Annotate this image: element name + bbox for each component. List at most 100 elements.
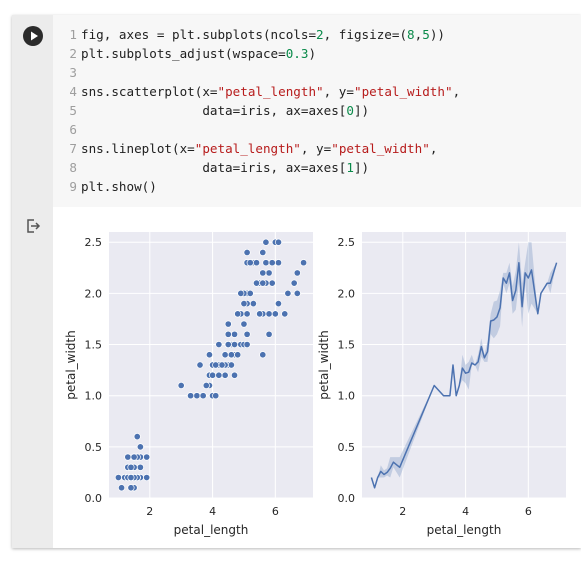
y-tick-label: 1.5 bbox=[85, 339, 103, 352]
code-token: 8 bbox=[407, 27, 415, 42]
code-source[interactable]: sns.scatterplot(x="petal_length", y="pet… bbox=[81, 82, 460, 101]
x-tick-label: 2 bbox=[146, 505, 153, 518]
line-number: 4 bbox=[69, 84, 77, 99]
scatter-point bbox=[218, 361, 226, 369]
scatter-point bbox=[300, 259, 308, 267]
scatter-point bbox=[281, 310, 289, 318]
scatter-point bbox=[234, 351, 242, 359]
scatter-point bbox=[227, 361, 235, 369]
code-source[interactable]: data=iris, ax=axes[1]) bbox=[81, 158, 369, 177]
scatter-point bbox=[240, 300, 248, 308]
y-tick-label: 1.5 bbox=[338, 339, 356, 352]
scatter-point bbox=[224, 320, 232, 328]
scatter-point bbox=[246, 289, 254, 297]
code-token: "petal_length" bbox=[217, 84, 324, 99]
y-axis-label: petal_width bbox=[64, 330, 78, 399]
scatter-point bbox=[256, 310, 264, 318]
code-token: 0 bbox=[346, 103, 354, 118]
code-token: sns.scatterplot(x= bbox=[81, 84, 218, 99]
scatter-point bbox=[268, 259, 276, 267]
code-line[interactable]: 6 bbox=[53, 120, 581, 139]
scatter-point bbox=[274, 259, 283, 267]
code-line[interactable]: 4 sns.scatterplot(x="petal_length", y="pe… bbox=[53, 82, 581, 101]
scatter-point bbox=[221, 371, 229, 379]
code-cell: 1 fig, axes = plt.subplots(ncols=2, figsi… bbox=[12, 15, 581, 548]
x-tick-label: 6 bbox=[525, 505, 532, 518]
code-token: fig, axes = plt.subplots(ncols= bbox=[81, 27, 317, 42]
code-line[interactable]: 8 data=iris, ax=axes[1]) bbox=[53, 158, 581, 177]
scatter-point bbox=[268, 279, 276, 287]
code-line[interactable]: 2 plt.subplots_adjust(wspace=0.3) bbox=[53, 44, 581, 63]
code-token: data=iris, ax=axes[ bbox=[81, 103, 347, 118]
scatter-point bbox=[246, 259, 254, 267]
scatter-point bbox=[177, 381, 185, 390]
code-token: , bbox=[414, 27, 423, 42]
scatter-point bbox=[199, 392, 207, 400]
x-tick-label: 6 bbox=[272, 505, 279, 518]
scatter-point bbox=[230, 330, 239, 338]
code-text[interactable]: 1 fig, axes = plt.subplots(ncols=2, figsi… bbox=[53, 25, 581, 196]
y-tick-label: 2.0 bbox=[85, 287, 103, 300]
scatter-point bbox=[193, 392, 201, 400]
scatter-point bbox=[262, 238, 270, 246]
x-tick-label: 2 bbox=[399, 505, 406, 518]
y-tick-label: 1.0 bbox=[85, 390, 103, 403]
code-token: 2 bbox=[316, 27, 324, 42]
code-line[interactable]: 1 fig, axes = plt.subplots(ncols=2, figsi… bbox=[53, 25, 581, 44]
scatter-point bbox=[259, 269, 267, 277]
scatter-point bbox=[202, 381, 210, 390]
scatter-point bbox=[293, 289, 301, 297]
line-number: 9 bbox=[69, 179, 77, 194]
play-icon bbox=[31, 31, 38, 41]
y-tick-label: 1.0 bbox=[338, 390, 356, 403]
scatter-point bbox=[271, 310, 279, 318]
line-number: 3 bbox=[69, 65, 77, 80]
scatter-point bbox=[290, 279, 298, 287]
code-token: , y= bbox=[323, 84, 354, 99]
scatter-point bbox=[221, 351, 229, 359]
scatter-point bbox=[230, 340, 239, 349]
code-token: 5 bbox=[422, 27, 430, 42]
run-cell-button[interactable] bbox=[23, 26, 43, 46]
code-source[interactable]: plt.subplots_adjust(wspace=0.3) bbox=[81, 44, 316, 63]
y-tick-label: 2.5 bbox=[85, 236, 103, 249]
scatter-point bbox=[230, 371, 239, 379]
scatter-point bbox=[212, 392, 220, 400]
code-source[interactable]: sns.lineplot(x="petal_length", y="petal_… bbox=[81, 139, 437, 158]
scatter-point bbox=[224, 340, 232, 349]
scatter-point bbox=[259, 248, 267, 257]
code-source[interactable]: data=iris, ax=axes[0]) bbox=[81, 101, 369, 120]
code-line[interactable]: 9 plt.show() bbox=[53, 177, 581, 196]
scatter-point bbox=[124, 453, 132, 461]
line-number: 6 bbox=[69, 122, 77, 137]
code-token: plt.subplots_adjust(wspace= bbox=[81, 46, 286, 61]
scatter-point bbox=[243, 310, 251, 318]
code-line[interactable]: 5 data=iris, ax=axes[0]) bbox=[53, 101, 581, 120]
scatter-point bbox=[293, 269, 301, 277]
scatter-point bbox=[136, 443, 144, 451]
scatter-point bbox=[262, 259, 270, 267]
code-token: 1 bbox=[346, 160, 354, 175]
x-axis-label: petal_length bbox=[174, 523, 249, 537]
scatter-point bbox=[143, 453, 151, 461]
code-line[interactable]: 7 sns.lineplot(x="petal_length", y="petal… bbox=[53, 139, 581, 158]
code-token: ]) bbox=[353, 160, 370, 175]
code-token: ) bbox=[308, 46, 317, 61]
scatter-point bbox=[209, 371, 217, 379]
line-subplot: 0.0 0.5 1.0 1.5 2.0 2.5 2 4 6 petal_length petal_w… bbox=[317, 232, 566, 537]
y-tick-label: 0.5 bbox=[338, 441, 356, 454]
code-token: )) bbox=[429, 27, 445, 42]
code-line[interactable]: 3 bbox=[53, 63, 581, 82]
scatter-point bbox=[234, 310, 242, 318]
scatter-point bbox=[114, 473, 122, 482]
output-redirect-icon[interactable] bbox=[25, 218, 41, 234]
code-editor[interactable]: 1 fig, axes = plt.subplots(ncols=2, figsi… bbox=[53, 15, 581, 207]
line-number: 1 bbox=[69, 27, 77, 42]
scatter-point bbox=[252, 259, 261, 267]
scatter-point bbox=[130, 453, 138, 461]
x-axis-label: petal_length bbox=[427, 523, 502, 537]
code-source[interactable]: fig, axes = plt.subplots(ncols=2, figsiz… bbox=[81, 25, 445, 44]
code-source[interactable]: plt.show() bbox=[81, 177, 157, 196]
scatter-point bbox=[265, 269, 273, 277]
y-tick-label: 0.0 bbox=[338, 492, 356, 505]
